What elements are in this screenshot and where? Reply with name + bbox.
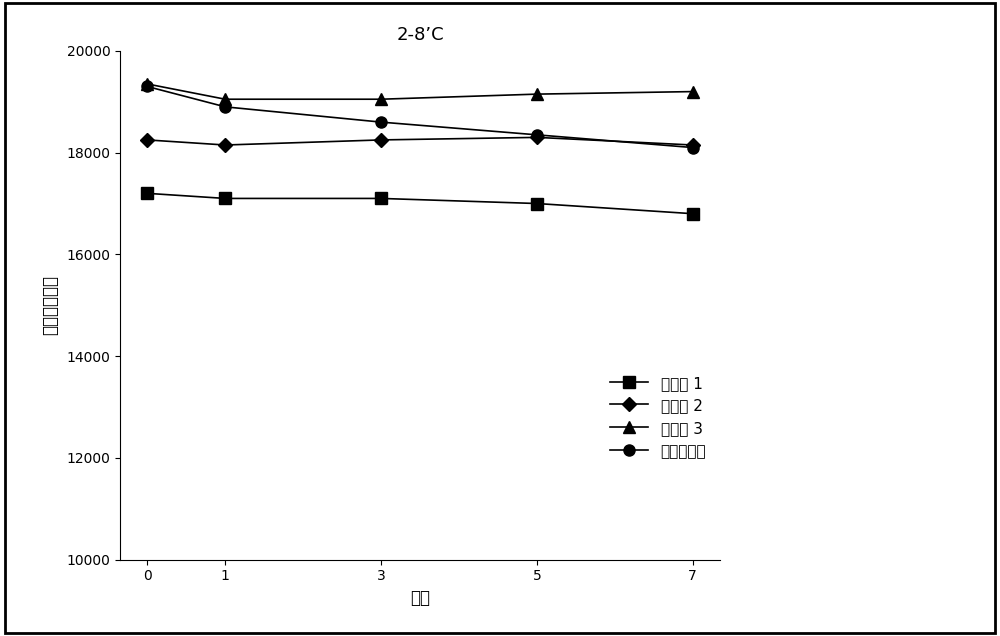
实施例 3 (687, 88, 699, 95)
实施例 1 (141, 190, 153, 197)
Line: 对比实施例: 对比实施例 (142, 81, 698, 153)
实施例 1 (687, 210, 699, 218)
实施例 2 (531, 134, 543, 141)
实施例 3 (141, 80, 153, 88)
实施例 3 (531, 90, 543, 98)
Line: 实施例 2: 实施例 2 (142, 132, 698, 150)
实施例 1 (375, 195, 387, 202)
实施例 2 (687, 141, 699, 149)
Line: 实施例 1: 实施例 1 (142, 188, 698, 219)
实施例 3 (375, 95, 387, 103)
对比实施例 (375, 118, 387, 126)
Y-axis label: 全自吸光度值: 全自吸光度值 (41, 275, 59, 335)
对比实施例 (141, 83, 153, 90)
对比实施例 (687, 144, 699, 151)
实施例 1 (531, 200, 543, 207)
实施例 3 (219, 95, 231, 103)
实施例 1 (219, 195, 231, 202)
对比实施例 (219, 103, 231, 111)
实施例 2 (375, 136, 387, 144)
X-axis label: 天数: 天数 (410, 589, 430, 607)
Legend: 实施例 1, 实施例 2, 实施例 3, 对比实施例: 实施例 1, 实施例 2, 实施例 3, 对比实施例 (604, 370, 712, 465)
Line: 实施例 3: 实施例 3 (142, 78, 698, 105)
实施例 2 (141, 136, 153, 144)
Title: 2-8’C: 2-8’C (396, 26, 444, 44)
实施例 2 (219, 141, 231, 149)
对比实施例 (531, 131, 543, 139)
